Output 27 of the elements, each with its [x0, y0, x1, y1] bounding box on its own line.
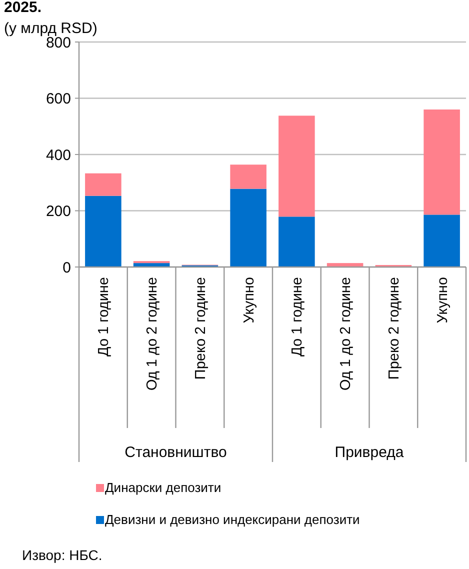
legend-label: Девизни и девизно индексирани депозити — [105, 512, 360, 527]
bar — [424, 214, 460, 267]
legend-label: Динарски депозити — [105, 480, 222, 495]
x-tick-label: До 1 године — [290, 277, 306, 357]
bar — [85, 173, 122, 196]
x-tick-label: Укупно — [434, 277, 451, 324]
bar — [85, 196, 122, 267]
text: Становништво — [124, 444, 227, 461]
bar — [278, 116, 315, 217]
x-tick-label: Преко 2 године — [386, 277, 402, 380]
y-tick-label: 0 — [62, 259, 71, 276]
x-tick-label: До 1 године — [96, 277, 112, 357]
x-tick-label: Преко 2 године — [192, 277, 209, 380]
x-tick-label: Од 1 до 2 године — [144, 277, 161, 391]
x-tick-label: Укупно — [241, 277, 258, 324]
x-tick-label: Од 1 до 2 године — [338, 277, 354, 391]
y-axis-title: (у млрд RSD) — [4, 20, 98, 37]
chart-title: 2025. — [4, 0, 42, 16]
text: Привреда — [334, 444, 404, 461]
bar — [230, 164, 266, 189]
y-tick-label: 600 — [46, 90, 71, 108]
bar — [424, 110, 460, 215]
bar — [278, 216, 315, 267]
bar — [230, 188, 266, 267]
text: Извор: НБС. — [22, 547, 102, 563]
y-tick-label: 400 — [46, 146, 71, 164]
y-tick-label: 200 — [46, 203, 71, 220]
